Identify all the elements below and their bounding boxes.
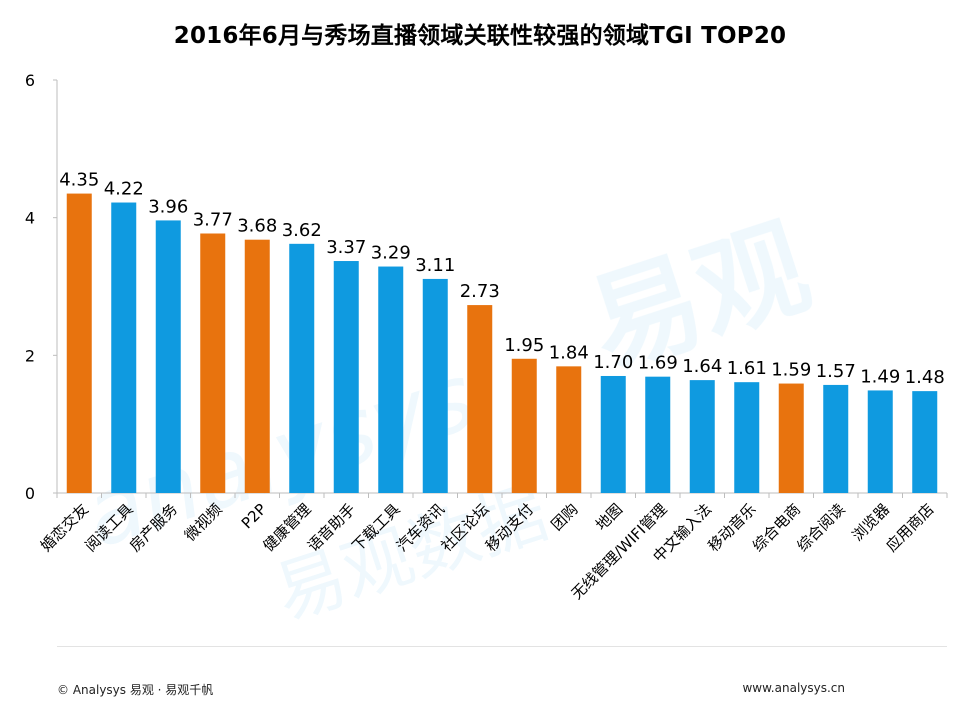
- bar: [333, 261, 359, 493]
- category-label: 综合阅读: [793, 500, 848, 555]
- y-tick-label: 0: [25, 484, 35, 503]
- footer-divider: [57, 646, 947, 647]
- category-label: 语音助手: [304, 500, 359, 555]
- category-label: 应用商店: [882, 500, 937, 555]
- y-tick-label: 2: [25, 346, 35, 365]
- footer-copyright: © Analysys 易观 · 易观千帆: [57, 683, 214, 697]
- value-label: 1.70: [593, 352, 633, 373]
- value-label: 3.68: [237, 216, 277, 237]
- value-label: 3.62: [282, 220, 322, 241]
- category-label: 综合电商: [749, 500, 804, 555]
- value-label: 1.48: [905, 367, 945, 388]
- category-label: 房产服务: [126, 500, 181, 555]
- value-label: 3.11: [415, 255, 455, 276]
- bar: [734, 382, 760, 493]
- value-label: 1.64: [682, 356, 722, 377]
- category-label: 社区论坛: [437, 500, 492, 555]
- bar: [111, 202, 137, 494]
- bar: [289, 243, 315, 493]
- value-label: 1.61: [727, 358, 767, 379]
- bar: [778, 383, 804, 493]
- bar: [689, 380, 715, 493]
- category-label: P2P: [238, 500, 270, 532]
- category-label: 移动音乐: [704, 500, 759, 555]
- bar: [200, 233, 226, 493]
- bar: [378, 266, 404, 493]
- value-label: 1.59: [771, 360, 811, 381]
- value-label: 3.29: [371, 243, 411, 264]
- value-label: 3.77: [193, 209, 233, 230]
- category-label: 阅读工具: [81, 500, 136, 555]
- bar: [244, 239, 270, 493]
- bar: [422, 278, 448, 493]
- category-label: 汽车资讯: [393, 500, 448, 555]
- bar: [66, 193, 92, 493]
- bar: [556, 366, 582, 493]
- category-label: 婚恋交友: [37, 500, 92, 555]
- value-label: 2.73: [460, 281, 500, 302]
- y-tick-label: 6: [25, 71, 35, 90]
- category-label: 健康管理: [259, 500, 314, 555]
- bar: [600, 375, 626, 493]
- bar: [645, 376, 671, 493]
- value-label: 4.22: [104, 179, 144, 200]
- y-tick-label: 4: [25, 209, 35, 228]
- value-label: 1.95: [504, 335, 544, 356]
- value-label: 1.49: [860, 366, 900, 387]
- category-label: 地图: [592, 500, 626, 534]
- bar: [867, 390, 893, 493]
- bar: [912, 391, 938, 493]
- category-label: 团购: [548, 500, 582, 534]
- value-labels: 4.35 4.223.963.77 3.68 3.623.37 3.293.112.73…: [59, 170, 945, 389]
- bar: [511, 358, 537, 493]
- value-label: 1.57: [816, 361, 856, 382]
- bar: [467, 305, 493, 493]
- value-label: 3.37: [326, 237, 366, 258]
- value-label: 1.69: [638, 353, 678, 374]
- bar: [823, 384, 849, 493]
- category-label: 微视频: [181, 500, 226, 545]
- bar: [155, 220, 181, 494]
- value-label: 1.84: [549, 342, 589, 363]
- category-label: 下载工具: [348, 500, 403, 555]
- value-label: 3.96: [148, 196, 188, 217]
- footer-website: www.analysys.cn: [742, 681, 845, 695]
- bars: [66, 193, 938, 494]
- value-label: 4.35: [59, 170, 99, 191]
- category-label: 移动支付: [482, 500, 537, 555]
- chart-title: 2016年6月与秀场直播领域关联性较强的领域TGI TOP20: [173, 23, 787, 49]
